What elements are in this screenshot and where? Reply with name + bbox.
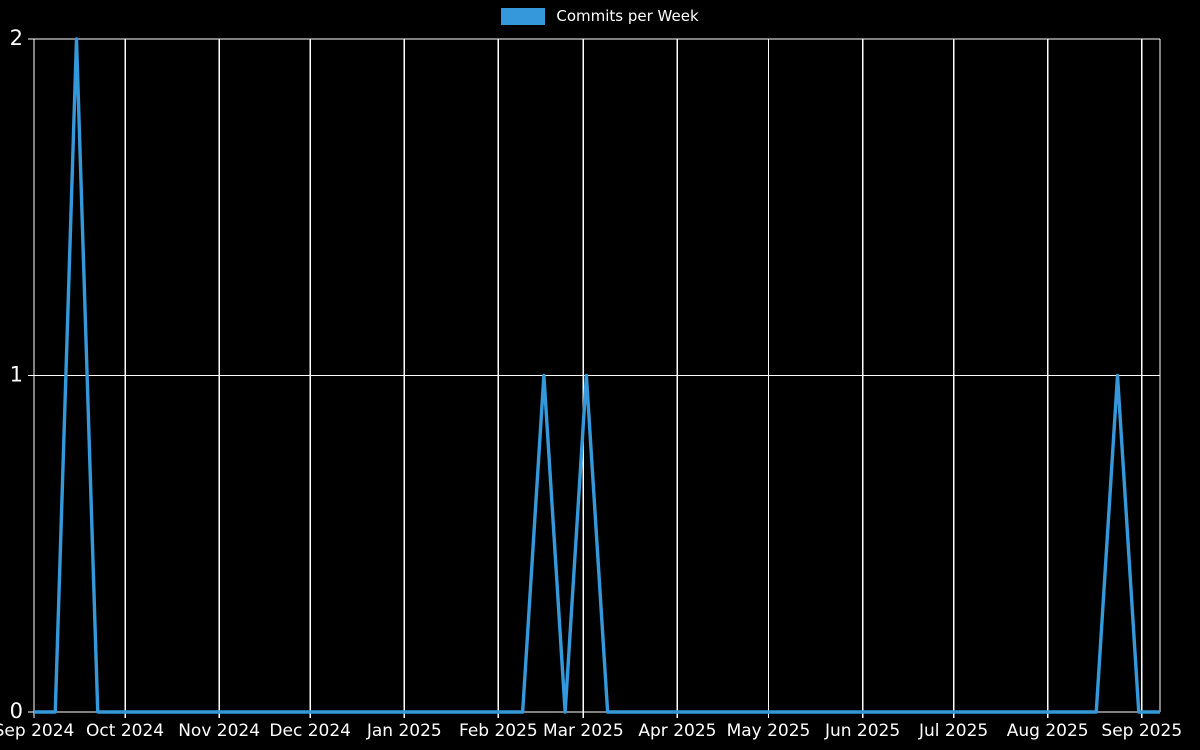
x-tick-label: Oct 2024 [86, 721, 164, 741]
x-axis-tick-labels: Sep 2024 Oct 2024 Nov 2024 Dec 2024 Jan 2025… [0, 721, 1182, 741]
x-tick-label: Jan 2025 [366, 721, 442, 741]
y-axis-tick-labels: 0 1 2 [10, 26, 23, 723]
legend-swatch-icon [501, 7, 546, 25]
x-tick-label: Jun 2025 [824, 721, 900, 741]
y-tick-label: 0 [10, 699, 23, 723]
x-tick-label: Sep 2025 [1101, 721, 1182, 741]
legend-entry-commits-per-week[interactable]: Commits per Week [501, 7, 699, 25]
x-tick-label: Feb 2025 [459, 721, 538, 741]
x-tick-label: May 2025 [727, 721, 811, 741]
y-gridlines [34, 38, 1160, 713]
x-gridlines [33, 39, 1161, 712]
x-tick-label: Mar 2025 [543, 721, 624, 741]
series-line-commits-per-week [34, 37, 1160, 714]
x-tick-label: Aug 2025 [1007, 721, 1089, 741]
y-tick-label: 1 [10, 363, 23, 387]
data-series-group [34, 37, 1160, 714]
chart-legend: Commits per Week [0, 0, 1200, 32]
y-tick-label: 2 [10, 26, 23, 50]
y-tickmarks [28, 38, 34, 713]
x-tick-label: Sep 2024 [0, 721, 74, 741]
legend-label: Commits per Week [556, 7, 699, 25]
x-tick-label: Dec 2024 [269, 721, 351, 741]
x-tick-label: Apr 2025 [638, 721, 716, 741]
x-tick-label: Nov 2024 [178, 721, 260, 741]
x-tick-label: Jul 2025 [918, 721, 988, 741]
